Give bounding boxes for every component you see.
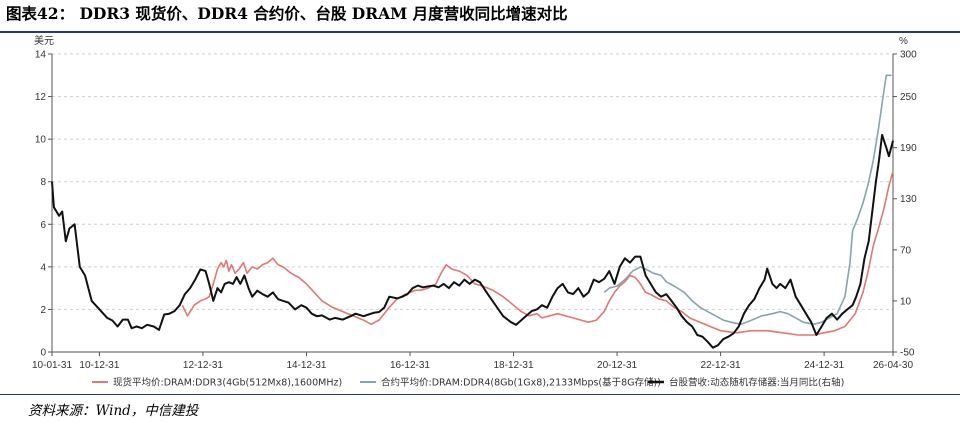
left-tick-label: 14	[35, 50, 47, 61]
line-chart: 0 2 4 6 8 10 12 14 美元 -50 10 70 130 190 250 300% 10-01-3…	[32, 34, 917, 389]
right-tick-label: 300	[900, 50, 917, 61]
left-axis-unit: 美元	[34, 34, 54, 47]
legend-label: 现货平均价:DRAM:DDR3(4Gb(512Mx8),1600MHz)	[113, 377, 342, 389]
left-tick-label: 4	[40, 262, 46, 273]
title-divider	[0, 31, 960, 33]
right-tick-label: 10	[900, 296, 912, 307]
x-tick-label: 10-01-31	[32, 360, 72, 371]
figure-title: 图表42： DDR3 现货价、DDR4 合约价、台股 DRAM 月度营收同比增速…	[6, 4, 568, 23]
series-line-1	[181, 170, 894, 336]
source-note: 资料来源：Wind，中信建投	[28, 403, 199, 419]
x-tick-label: 20-12-31	[597, 360, 637, 371]
right-tick-label: 70	[900, 245, 912, 256]
legend: 现货平均价:DRAM:DDR3(4Gb(512Mx8),1600MHz) 合约平均…	[92, 377, 844, 389]
left-tick-label: 2	[40, 305, 46, 316]
right-tick-label: 250	[900, 92, 917, 103]
x-tick-label: 26-04-30	[873, 360, 913, 371]
series-line-3	[51, 133, 894, 349]
x-tick-label: 24-12-31	[804, 360, 844, 371]
left-tick-label: 12	[35, 92, 47, 103]
legend-label: 台股营收:动态随机存储器:当月同比(右轴)	[669, 377, 844, 389]
right-tick-label: 190	[900, 143, 917, 154]
series-lines	[51, 74, 894, 349]
left-tick-label: 8	[40, 177, 46, 188]
right-axis-unit: %	[899, 36, 908, 47]
axes: 0 2 4 6 8 10 12 14 美元 -50 10 70 130 190 250 300% 10-01-3…	[32, 34, 917, 371]
footer-divider	[0, 394, 960, 395]
left-tick-label: 10	[35, 135, 47, 146]
left-tick-label: 6	[40, 220, 46, 231]
x-tick-label: 10-12-31	[79, 360, 119, 371]
x-tick-label: 14-12-31	[286, 360, 326, 371]
x-tick-label: 16-12-31	[390, 360, 430, 371]
legend-label: 合约平均价:DRAM:DDR4(8Gb(1Gx8),2133Mbps(基于8G存…	[381, 377, 661, 389]
x-tick-label: 18-12-31	[494, 360, 534, 371]
left-tick-label: 0	[40, 348, 46, 359]
x-tick-label: 12-12-31	[183, 360, 223, 371]
right-tick-label: 130	[900, 194, 917, 205]
right-tick-label: -50	[900, 348, 915, 359]
grid-lines	[52, 53, 893, 310]
series-line-2	[603, 74, 892, 326]
x-tick-label: 22-12-31	[701, 360, 741, 371]
